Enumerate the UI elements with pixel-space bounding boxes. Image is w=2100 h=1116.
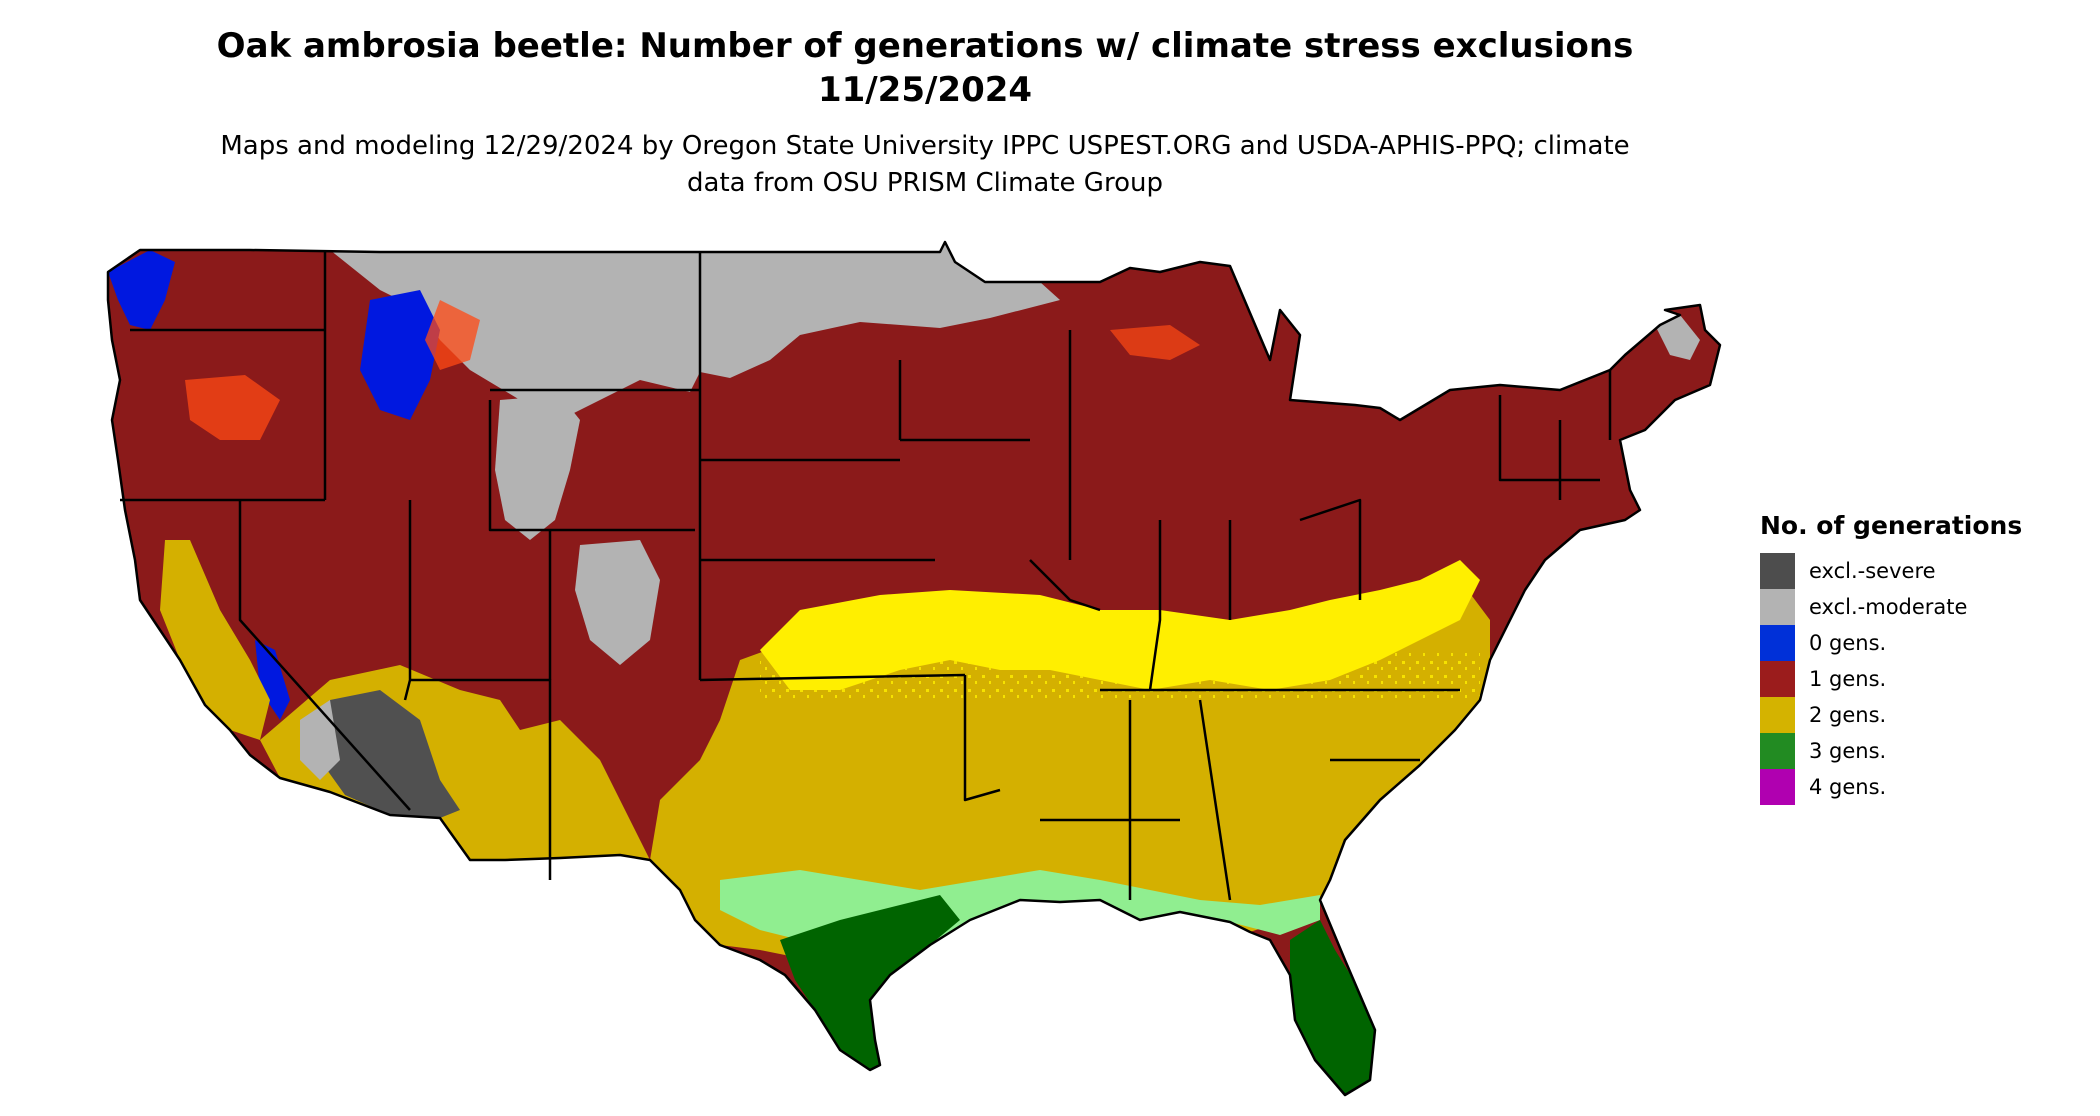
legend-item: 4 gens.	[1760, 769, 2090, 805]
state-border-wy-ut	[488, 400, 695, 532]
region-two-gen-california	[160, 540, 270, 740]
legend-label: 4 gens.	[1809, 775, 1887, 799]
legend-swatch	[1760, 661, 1795, 697]
legend: No. of generations excl.-severe excl.-mod…	[1760, 510, 2090, 805]
legend-label: 3 gens.	[1809, 739, 1887, 763]
legend-title: No. of generations	[1760, 511, 2023, 540]
map-subtitle: Maps and modeling 12/29/2024 by Oregon S…	[220, 131, 1630, 198]
legend-item: excl.-severe	[1760, 553, 2090, 589]
region-excl-moderate-colorado	[575, 540, 660, 665]
region-orange-oregon	[185, 375, 280, 440]
legend-swatch	[1760, 733, 1795, 769]
region-excl-moderate-utah	[495, 395, 580, 540]
legend-label: 0 gens.	[1809, 631, 1887, 655]
legend-item: 2 gens.	[1760, 697, 2090, 733]
region-three-gen-florida	[1290, 920, 1375, 1095]
state-border-ny-pa	[1498, 395, 1600, 482]
legend-swatch	[1760, 553, 1795, 589]
region-zero-gen-idaho	[360, 290, 440, 420]
legend-item: 0 gens.	[1760, 625, 2090, 661]
legend-label: 1 gens.	[1809, 667, 1887, 691]
region-three-gen-louisiana	[1060, 900, 1120, 950]
us-outline-border	[106, 240, 1722, 1097]
legend-item: excl.-moderate	[1760, 589, 2090, 625]
region-three-gen-texas	[780, 895, 960, 1070]
legend-label: excl.-severe	[1809, 559, 1936, 583]
us-generations-map	[106, 240, 1722, 1097]
state-border-oh-pa	[1299, 498, 1362, 600]
legend-swatch	[1760, 589, 1795, 625]
region-two-gen-bright-speckle	[760, 650, 1480, 700]
region-zero-gen-sierra	[255, 640, 290, 720]
state-border-ca-nv	[238, 500, 411, 811]
legend-label: 2 gens.	[1809, 703, 1887, 727]
legend-swatch	[1760, 769, 1795, 805]
region-orange-idaho	[425, 300, 480, 370]
legend-swatch	[1760, 625, 1795, 661]
region-excl-moderate-maine	[1655, 315, 1700, 360]
region-excl-moderate-north	[330, 242, 1060, 420]
region-orange-michigan	[1110, 325, 1200, 360]
legend-label: excl.-moderate	[1809, 595, 1968, 619]
legend-item: 3 gens.	[1760, 733, 2090, 769]
region-excl-severe-arizona	[320, 690, 460, 818]
state-border-ok-ar	[963, 675, 1001, 802]
state-border-al-ga	[1198, 699, 1232, 901]
state-border-mo	[1029, 559, 1101, 612]
state-border-ks-ok	[699, 673, 966, 682]
map-title: Oak ambrosia beetle: Number of generatio…	[216, 26, 1634, 110]
legend-item: 1 gens.	[1760, 661, 2090, 697]
region-zero-gen-washington	[108, 250, 175, 330]
state-border-il-in	[1148, 520, 1162, 691]
legend-swatch	[1760, 697, 1795, 733]
